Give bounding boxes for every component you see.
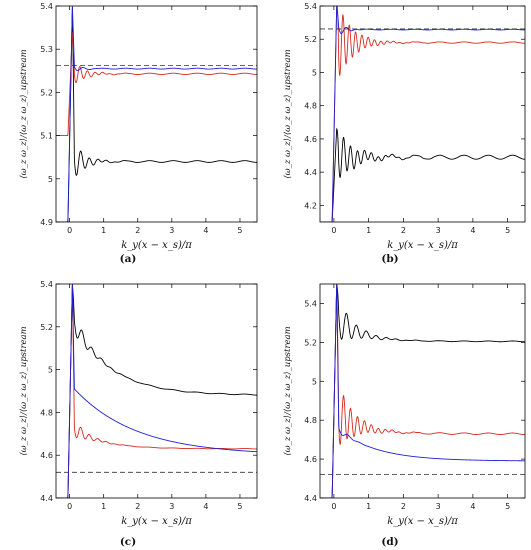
y-axis-label: ⟨ω_z ω_z⟩/⟨ω_z ω_z⟩_upstream xyxy=(283,326,293,455)
x-tick-label: 3 xyxy=(436,226,441,235)
y-tick-label: 4.4 xyxy=(304,168,317,177)
series-line-1 xyxy=(56,284,257,498)
series-line-1 xyxy=(320,6,525,222)
x-tick-label: 4 xyxy=(203,226,208,235)
y-tick-label: 5.4 xyxy=(304,299,317,308)
y-tick-label: 5.2 xyxy=(40,323,53,332)
x-tick-label: 2 xyxy=(401,226,406,235)
x-tick-label: 3 xyxy=(436,502,441,511)
y-tick-label: 5 xyxy=(48,175,53,184)
y-tick-label: 5.2 xyxy=(40,88,53,97)
series-line-2 xyxy=(56,284,257,498)
y-tick-label: 5.4 xyxy=(304,2,317,11)
y-tick-label: 5.4 xyxy=(40,2,53,11)
y-tick-label: 5.1 xyxy=(40,132,53,141)
series-line-0 xyxy=(320,284,525,498)
x-tick-label: 0 xyxy=(67,502,72,511)
x-tick-label: 2 xyxy=(401,502,406,511)
plot-frame xyxy=(55,5,258,223)
y-axis-label: ⟨ω_z ω_z⟩/⟨ω_z ω_z⟩_upstream xyxy=(19,49,29,178)
y-tick-label: 4.8 xyxy=(304,416,317,425)
x-tick-label: 2 xyxy=(135,502,140,511)
plot-frame xyxy=(55,283,258,499)
series-line-0 xyxy=(56,6,257,222)
x-axis-label: k_y(x − x_s)/π xyxy=(387,240,458,251)
y-tick-label: 5.2 xyxy=(304,35,317,44)
panel-caption: (a) xyxy=(120,253,137,265)
chart-panel-1: 0 1 2 3 4 5 4.2 4.4 4.6 4.8 5 5.2 5.4 k_y(x − x_s)/π ⟨… xyxy=(283,2,526,265)
x-tick-label: 0 xyxy=(331,226,336,235)
y-tick-label: 5 xyxy=(312,68,317,77)
x-tick-label: 5 xyxy=(237,502,242,511)
x-tick-label: 3 xyxy=(169,226,174,235)
y-tick-label: 4.4 xyxy=(40,494,53,503)
x-axis-label: k_y(x − x_s)/π xyxy=(121,240,192,251)
series-line-2 xyxy=(320,284,525,498)
y-axis-label: ⟨ω_z ω_z⟩/⟨ω_z ω_z⟩_upstream xyxy=(283,49,293,178)
chart-panel-2: 0 1 2 3 4 5 4.4 4.6 4.8 5 5.2 5.4 k_y(x − x_s)/π ⟨ω_z… xyxy=(19,280,258,548)
y-tick-label: 4.9 xyxy=(40,218,53,227)
y-axis-label: ⟨ω_z ω_z⟩/⟨ω_z ω_z⟩_upstream xyxy=(19,326,29,455)
y-tick-label: 5.2 xyxy=(304,338,317,347)
series-line-1 xyxy=(56,32,257,137)
x-tick-label: 3 xyxy=(169,502,174,511)
y-tick-label: 5.3 xyxy=(40,45,53,54)
x-tick-label: 4 xyxy=(470,502,475,511)
x-tick-label: 0 xyxy=(331,502,336,511)
x-tick-label: 1 xyxy=(101,226,106,235)
x-tick-label: 4 xyxy=(470,226,475,235)
x-tick-label: 4 xyxy=(203,502,208,511)
y-tick-label: 4.6 xyxy=(40,451,53,460)
x-tick-label: 5 xyxy=(505,502,510,511)
series-line-1 xyxy=(320,284,525,498)
y-tick-label: 5 xyxy=(312,377,317,386)
y-tick-label: 4.6 xyxy=(304,455,317,464)
series-line-0 xyxy=(56,284,257,498)
x-tick-label: 1 xyxy=(101,502,106,511)
panel-caption: (b) xyxy=(381,253,398,265)
y-tick-label: 4.8 xyxy=(304,102,317,111)
x-tick-label: 1 xyxy=(366,502,371,511)
y-tick-label: 4.8 xyxy=(40,408,53,417)
y-tick-label: 5 xyxy=(48,366,53,375)
x-axis-label: k_y(x − x_s)/π xyxy=(121,516,192,527)
chart-panel-0: 0 1 2 3 4 5 4.9 5 5.1 5.2 5.3 5.4 k_y(x − x_s)/π ⟨ω_z… xyxy=(19,2,258,265)
series-line-2 xyxy=(320,6,525,222)
panel-caption: (d) xyxy=(381,536,398,548)
y-tick-label: 4.6 xyxy=(304,135,317,144)
x-tick-label: 2 xyxy=(135,226,140,235)
x-tick-label: 1 xyxy=(366,226,371,235)
x-tick-label: 5 xyxy=(505,226,510,235)
y-tick-label: 4.4 xyxy=(304,494,317,503)
plot-frame xyxy=(319,5,526,223)
plot-frame xyxy=(319,283,526,499)
chart-panel-3: 0 1 2 3 4 5 4.4 4.6 4.8 5 5.2 5.4 k_y(x − x_s)/π ⟨ω_z… xyxy=(283,283,526,548)
series-line-0 xyxy=(320,127,525,222)
series-line-2 xyxy=(56,6,257,222)
x-tick-label: 5 xyxy=(237,226,242,235)
x-axis-label: k_y(x − x_s)/π xyxy=(387,516,458,527)
y-tick-label: 5.4 xyxy=(40,280,53,289)
y-tick-label: 4.2 xyxy=(304,201,317,210)
panel-caption: (c) xyxy=(120,536,136,548)
x-tick-label: 0 xyxy=(67,226,72,235)
